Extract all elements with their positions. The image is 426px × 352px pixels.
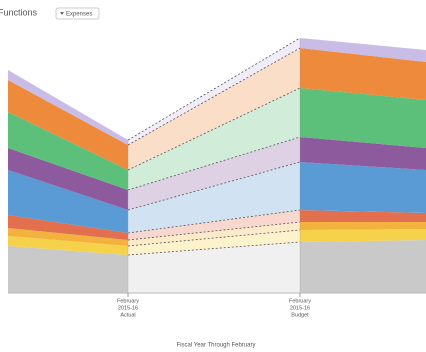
x-tick-label: 2015-16 bbox=[118, 305, 138, 311]
x-tick-label: 2015-16 bbox=[290, 305, 310, 311]
filter-button[interactable]: Expenses bbox=[55, 7, 100, 20]
chart-title: Functions bbox=[0, 7, 38, 17]
x-tick-label: Budget bbox=[291, 312, 309, 318]
x-tick-label: February bbox=[117, 298, 139, 304]
projection-edge bbox=[127, 241, 301, 256]
projection-fade bbox=[128, 0, 300, 293]
plot: February2015-16ActualFebruary2015-16Budg… bbox=[8, 0, 426, 318]
x-axis-title: Fiscal Year Through February bbox=[177, 343, 256, 349]
filter-box[interactable] bbox=[55, 7, 100, 20]
projection-edge bbox=[127, 37, 301, 141]
projection-edge bbox=[127, 229, 301, 247]
dropdown-arrow bbox=[60, 12, 64, 15]
projection-edge bbox=[127, 221, 301, 241]
x-tick-label: February bbox=[289, 298, 311, 304]
filter-label[interactable]: Expenses bbox=[66, 12, 92, 18]
projection-edge bbox=[127, 47, 301, 146]
projection-edge bbox=[127, 136, 301, 191]
projection-edge bbox=[127, 161, 301, 211]
x-tick-label: Actual bbox=[120, 312, 135, 318]
projection-edge bbox=[127, 209, 301, 234]
